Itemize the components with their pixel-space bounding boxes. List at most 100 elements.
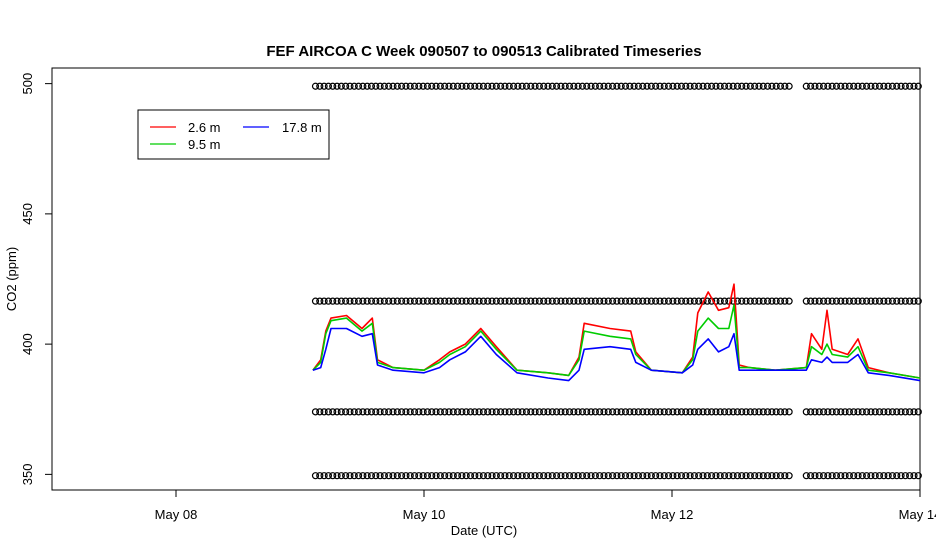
marker-point: [591, 408, 599, 416]
marker-point: [884, 297, 892, 305]
marker-point: [832, 297, 841, 305]
marker-point: [449, 297, 457, 305]
marker-point: [471, 82, 479, 90]
marker-point: [320, 408, 328, 416]
marker-point: [453, 408, 462, 416]
marker-point: [867, 472, 875, 480]
marker-point: [445, 408, 453, 416]
marker-point: [583, 297, 591, 305]
marker-point: [324, 82, 333, 90]
marker-point: [604, 408, 612, 416]
marker-point: [841, 472, 849, 480]
marker-point: [733, 472, 742, 480]
marker-point: [811, 297, 819, 305]
marker-point: [376, 297, 384, 305]
marker-point: [540, 82, 548, 90]
marker-point: [324, 297, 333, 305]
marker-point: [419, 408, 427, 416]
marker-point: [488, 408, 496, 416]
marker-point: [553, 297, 561, 305]
marker-point: [509, 297, 518, 305]
marker-point: [656, 297, 664, 305]
marker-point: [324, 472, 333, 480]
marker-point: [565, 408, 574, 416]
marker-point: [733, 82, 742, 90]
marker-point: [380, 82, 388, 90]
marker-point: [914, 472, 922, 480]
marker-point: [393, 472, 401, 480]
marker-point: [850, 408, 858, 416]
marker-point: [320, 82, 328, 90]
marker-point: [354, 82, 363, 90]
marker-point: [372, 408, 380, 416]
marker-point: [406, 297, 414, 305]
marker-point: [608, 82, 617, 90]
marker-point: [720, 408, 729, 416]
marker-point: [785, 82, 793, 90]
marker-point: [634, 472, 643, 480]
marker-point: [501, 472, 509, 480]
marker-point: [785, 472, 793, 480]
marker-point: [484, 472, 492, 480]
marker-point: [527, 408, 535, 416]
marker-point: [815, 408, 823, 416]
marker-point: [514, 82, 522, 90]
marker-point: [828, 472, 836, 480]
marker-point: [475, 297, 483, 305]
marker-point: [471, 408, 479, 416]
marker-point: [858, 472, 866, 480]
marker-point: [850, 297, 858, 305]
marker-point: [901, 297, 909, 305]
marker-point: [626, 472, 634, 480]
marker-point: [406, 82, 414, 90]
marker-point: [423, 408, 432, 416]
marker-point: [398, 408, 406, 416]
marker-point: [695, 82, 703, 90]
marker-point: [385, 408, 393, 416]
marker-point: [880, 472, 888, 480]
marker-point: [910, 297, 918, 305]
marker-point: [837, 297, 845, 305]
marker-point: [337, 408, 345, 416]
marker-point: [363, 408, 371, 416]
marker-point: [880, 82, 888, 90]
marker-point: [372, 82, 380, 90]
marker-point: [845, 82, 853, 90]
marker-point: [837, 472, 845, 480]
marker-point: [509, 472, 518, 480]
series-line-9-5-m: [312, 304, 921, 379]
marker-point: [544, 472, 552, 480]
marker-point: [910, 408, 918, 416]
marker-point: [535, 297, 543, 305]
marker-point: [402, 472, 410, 480]
marker-point: [574, 472, 582, 480]
marker-point: [419, 82, 427, 90]
marker-point: [686, 472, 694, 480]
marker-point: [462, 472, 470, 480]
marker-point: [884, 82, 892, 90]
marker-point: [367, 472, 376, 480]
marker-point: [488, 297, 496, 305]
marker-point: [333, 82, 341, 90]
marker-point: [380, 472, 388, 480]
marker-point: [453, 82, 462, 90]
marker-point: [850, 82, 858, 90]
marker-point: [893, 82, 901, 90]
marker-point: [716, 297, 724, 305]
marker-point: [509, 408, 518, 416]
marker-point: [863, 82, 871, 90]
marker-point: [643, 408, 651, 416]
marker-point: [363, 297, 371, 305]
marker-point: [776, 408, 785, 416]
marker-point: [815, 82, 823, 90]
marker-point: [531, 297, 539, 305]
marker-point: [359, 297, 367, 305]
marker-point: [738, 297, 746, 305]
marker-point: [342, 408, 350, 416]
marker-point: [415, 82, 423, 90]
marker-point: [703, 82, 711, 90]
marker-point: [802, 297, 810, 305]
marker-point: [415, 297, 423, 305]
marker-point: [867, 408, 875, 416]
marker-point: [428, 82, 436, 90]
